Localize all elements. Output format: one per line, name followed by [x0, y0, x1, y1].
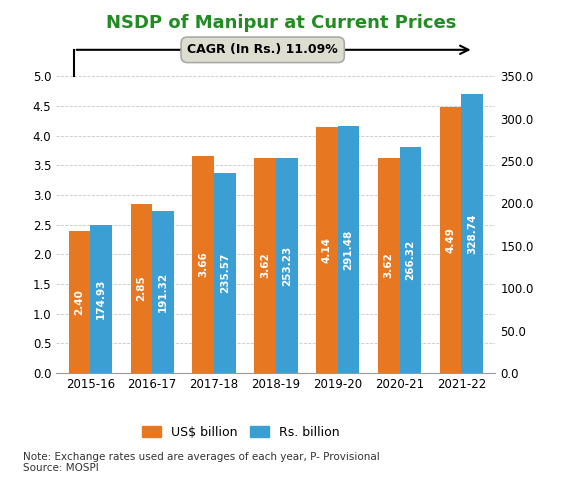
- Text: Note: Exchange rates used are averages of each year, P- Provisional
Source: MOSP: Note: Exchange rates used are averages o…: [23, 452, 379, 473]
- Bar: [338, 126, 359, 373]
- Text: 253.23: 253.23: [282, 246, 292, 286]
- Text: CAGR (In Rs.) 11.09%: CAGR (In Rs.) 11.09%: [187, 43, 338, 56]
- Bar: [69, 230, 90, 373]
- Bar: [90, 225, 112, 373]
- Text: 235.57: 235.57: [220, 253, 230, 293]
- Bar: [193, 156, 214, 373]
- Text: 3.62: 3.62: [260, 253, 270, 278]
- Text: 291.48: 291.48: [343, 229, 354, 270]
- Text: 3.62: 3.62: [384, 253, 394, 278]
- Text: 4.49: 4.49: [445, 227, 455, 253]
- Bar: [316, 128, 338, 373]
- Bar: [462, 95, 483, 373]
- Text: NSDP of Manipur at Current Prices: NSDP of Manipur at Current Prices: [106, 14, 457, 33]
- Bar: [276, 158, 297, 373]
- Legend: US$ billion, Rs. billion: US$ billion, Rs. billion: [137, 421, 345, 444]
- Text: 3.66: 3.66: [198, 251, 208, 277]
- Text: 174.93: 174.93: [96, 279, 106, 319]
- Bar: [378, 158, 400, 373]
- Text: 2.85: 2.85: [136, 275, 146, 301]
- Bar: [152, 211, 174, 373]
- Text: 328.74: 328.74: [467, 213, 477, 254]
- Bar: [214, 174, 236, 373]
- Text: 266.32: 266.32: [405, 240, 415, 280]
- Text: 4.14: 4.14: [322, 237, 332, 263]
- Bar: [400, 147, 421, 373]
- Bar: [131, 204, 152, 373]
- Bar: [254, 158, 276, 373]
- Text: 2.40: 2.40: [74, 289, 84, 315]
- Bar: [440, 107, 462, 373]
- Text: 191.32: 191.32: [158, 272, 168, 312]
